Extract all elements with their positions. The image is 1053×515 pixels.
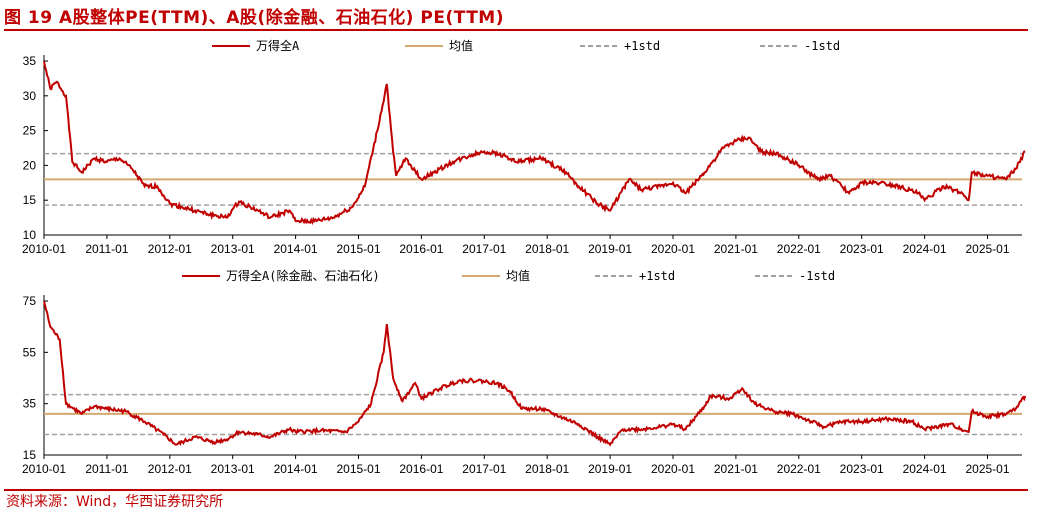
legend-label-mean: 均值 — [506, 268, 530, 283]
x-tick-label: 2019-01 — [588, 242, 632, 256]
x-tick-label: 2018-01 — [525, 242, 569, 256]
title-rule — [4, 29, 1028, 31]
x-tick-label: 2011-01 — [85, 462, 128, 476]
x-tick-label: 2016-01 — [399, 242, 443, 256]
x-tick-label: 2010-01 — [22, 242, 66, 256]
x-tick-label: 2024-01 — [903, 462, 947, 476]
x-tick-label: 2011-01 — [85, 242, 128, 256]
y-tick-label: 25 — [23, 124, 37, 138]
x-tick-label: 2020-01 — [651, 462, 695, 476]
x-tick-label: 2010-01 — [22, 462, 66, 476]
legend-label-minus: -1std — [799, 269, 835, 283]
x-tick-label: 2018-01 — [525, 462, 569, 476]
legend-label-series: 万得全A(除金融、石油石化) — [226, 268, 380, 283]
legend-label-plus: +1std — [624, 39, 660, 53]
y-tick-label: 35 — [23, 54, 37, 68]
pe-series-line — [43, 60, 1026, 226]
legend-label-plus: +1std — [639, 269, 675, 283]
x-tick-label: 2014-01 — [274, 242, 318, 256]
x-tick-label: 2022-01 — [777, 242, 821, 256]
x-tick-label: 2013-01 — [211, 462, 255, 476]
legend-label-minus: -1std — [804, 39, 840, 53]
x-tick-label: 2012-01 — [148, 462, 192, 476]
figure-title: 图 19 A股整体PE(TTM)、A股(除金融、石油石化) PE(TTM) — [4, 8, 504, 28]
x-tick-label: 2017-01 — [462, 242, 506, 256]
x-tick-label: 2021-01 — [714, 462, 758, 476]
x-tick-label: 2023-01 — [840, 242, 884, 256]
pe-series-line — [43, 300, 1027, 447]
y-tick-label: 15 — [23, 448, 37, 462]
x-tick-label: 2020-01 — [651, 242, 695, 256]
x-tick-label: 2025-01 — [965, 242, 1009, 256]
x-tick-label: 2024-01 — [903, 242, 947, 256]
x-tick-label: 2022-01 — [777, 462, 821, 476]
y-tick-label: 10 — [23, 228, 37, 242]
x-tick-label: 2015-01 — [336, 242, 380, 256]
y-tick-label: 35 — [23, 397, 37, 411]
x-tick-label: 2017-01 — [462, 462, 506, 476]
source-note: 资料来源：Wind，华西证券研究所 — [6, 494, 224, 510]
x-tick-label: 2015-01 — [336, 462, 380, 476]
x-tick-label: 2019-01 — [588, 462, 632, 476]
x-tick-label: 2013-01 — [211, 242, 255, 256]
x-tick-label: 2021-01 — [714, 242, 758, 256]
y-tick-label: 75 — [23, 294, 37, 308]
x-tick-label: 2025-01 — [965, 462, 1009, 476]
y-tick-label: 15 — [23, 193, 37, 207]
y-tick-label: 30 — [23, 89, 37, 103]
x-tick-label: 2023-01 — [840, 462, 884, 476]
x-tick-label: 2014-01 — [274, 462, 318, 476]
legend-label-mean: 均值 — [449, 38, 473, 53]
y-tick-label: 55 — [23, 345, 37, 359]
source-rule — [4, 489, 1028, 491]
x-tick-label: 2016-01 — [399, 462, 443, 476]
y-tick-label: 20 — [23, 158, 37, 172]
legend-label-series: 万得全A — [256, 38, 300, 53]
x-tick-label: 2012-01 — [148, 242, 192, 256]
